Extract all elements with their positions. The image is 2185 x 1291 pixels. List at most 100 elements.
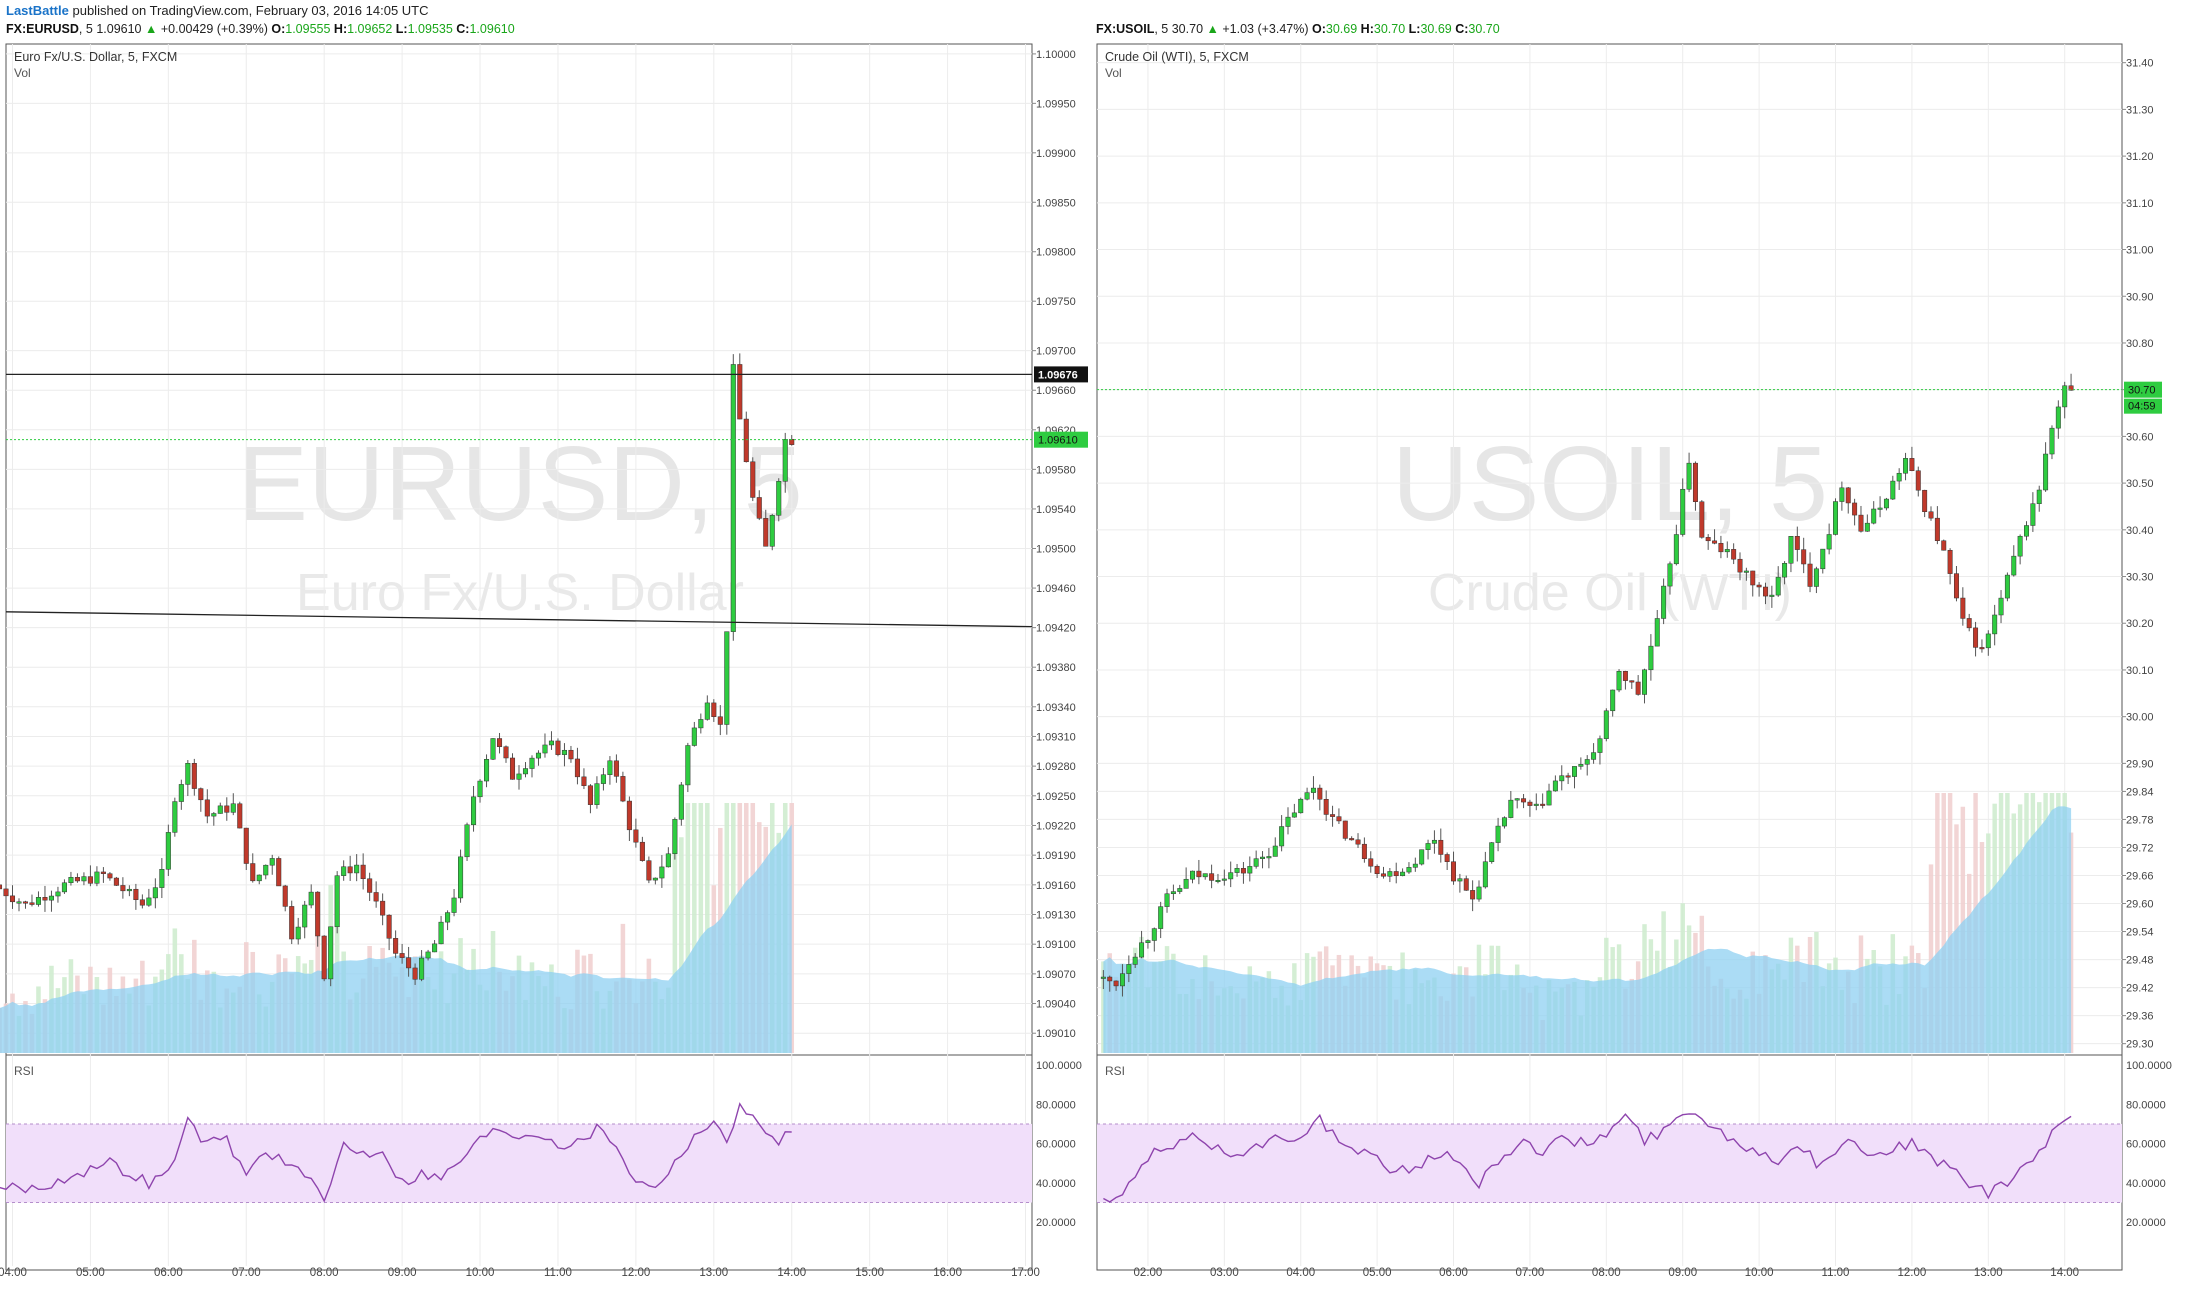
candle-body (685, 745, 691, 786)
rsi-axis-label: 60.0000 (2126, 1139, 2166, 1151)
volume-bar (1941, 793, 1946, 1053)
candle-body (1578, 764, 1584, 767)
rsi-axis-label: 20.0000 (2126, 1217, 2166, 1229)
time-axis-label: 17:00 (1011, 1267, 1040, 1279)
high-label: H: (1360, 22, 1374, 36)
rsi-axis-label: 80.0000 (2126, 1099, 2166, 1111)
candle-body (1992, 614, 1998, 635)
candle-body (1107, 976, 1113, 982)
candle-body (1909, 458, 1915, 471)
candle-body (620, 776, 626, 802)
price-axis-label: 29.78 (2126, 814, 2154, 826)
time-axis-label: 10:00 (466, 1267, 495, 1279)
time-axis-label: 06:00 (1439, 1267, 1468, 1279)
candle-body (1673, 534, 1679, 565)
time-axis-label: 07:00 (232, 1267, 261, 1279)
rsi-label: RSI (14, 1064, 34, 1078)
candle-body (555, 740, 561, 755)
candle-body (68, 877, 74, 884)
symbol-name[interactable]: FX:EURUSD (6, 22, 79, 36)
candle-body (1164, 893, 1170, 907)
candle-body (665, 853, 671, 868)
candle-body (360, 864, 366, 879)
price-axis-label: 1.09900 (1036, 148, 1076, 160)
candle-body (165, 832, 171, 870)
candle-body (1368, 858, 1374, 867)
candle-body (308, 891, 314, 906)
candle-body (1438, 839, 1444, 855)
watermark-name: Crude Oil (WTI) (1428, 564, 1792, 622)
candle-body (1718, 543, 1724, 553)
candle-body (1565, 775, 1571, 778)
high-value: 1.09652 (347, 22, 393, 36)
candle-body (1190, 870, 1195, 880)
candle-body (425, 951, 431, 959)
candle-body (1813, 568, 1819, 587)
time-axis-label: 14:00 (777, 1267, 806, 1279)
candle-body (1915, 470, 1921, 491)
candle-body (743, 418, 749, 463)
publish-info: LastBattle published on TradingView.com,… (6, 3, 429, 19)
time-axis-label: 15:00 (855, 1267, 884, 1279)
candle-body (328, 926, 334, 980)
price-axis-label: 1.09580 (1036, 464, 1076, 476)
published-text: published on TradingView.com, February 0… (72, 3, 429, 18)
symbol-header-usoil: FX:USOIL, 5 30.70 ▲ +1.03 (+3.47%) O:30.… (1096, 22, 1500, 36)
candle-body (587, 785, 593, 805)
candle-body (1839, 487, 1845, 502)
volume-bar (1935, 793, 1940, 1053)
candle-body (1559, 775, 1565, 782)
open-value: 1.09555 (285, 22, 331, 36)
horizontal-line-label: 1.09676 (1038, 369, 1078, 381)
time-axis-label: 08:00 (1592, 1267, 1621, 1279)
candle-body (1953, 573, 1959, 599)
candle-body (1712, 540, 1718, 544)
price-axis-label: 31.00 (2126, 245, 2154, 257)
candle-body (1775, 576, 1781, 596)
candle-body (1501, 817, 1507, 827)
panel-frame (1096, 43, 2123, 1271)
candle-body (367, 878, 373, 893)
price-axis-label: 1.09220 (1036, 820, 1076, 832)
candle-body (1374, 865, 1380, 874)
symbol-name[interactable]: FX:USOIL (1096, 22, 1155, 36)
author-link[interactable]: LastBattle (6, 3, 69, 18)
time-axis-label: 13:00 (699, 1267, 728, 1279)
time-axis-label: 04:00 (1286, 1267, 1315, 1279)
candle-body (1336, 816, 1342, 822)
price-axis-label: 30.00 (2126, 712, 2154, 724)
watermark-symbol: EURUSD, 5 (237, 425, 802, 543)
candle-body (1393, 871, 1399, 877)
candle-body (1648, 645, 1654, 671)
candle-body (1234, 868, 1240, 873)
candle-body (263, 864, 269, 876)
price-axis-label: 1.09340 (1036, 702, 1076, 714)
candle-body (1476, 886, 1482, 900)
rsi-axis-label: 100.0000 (1036, 1060, 1082, 1072)
last-price-label-bg (1034, 431, 1088, 448)
candle-body (1807, 563, 1813, 587)
candle-body (763, 518, 769, 547)
candle-body (113, 877, 119, 886)
rsi-axis-label: 60.0000 (1036, 1139, 1076, 1151)
candle-body (1158, 906, 1164, 929)
candle-body (42, 897, 48, 901)
candle-body (607, 760, 613, 775)
low-value: 1.09535 (407, 22, 453, 36)
candle-body (1788, 536, 1794, 564)
volume-label: Vol (1105, 66, 1122, 80)
candle-body (204, 799, 210, 817)
candle-body (1616, 670, 1622, 691)
candle-body (211, 813, 217, 817)
candle-body (756, 497, 762, 519)
candle-body (600, 774, 606, 784)
time-axis-label: 05:00 (1363, 1267, 1392, 1279)
time-axis-label: 12:00 (1898, 1267, 1927, 1279)
candle-body (1177, 888, 1183, 892)
rsi-band (6, 1123, 1032, 1203)
up-arrow-icon: ▲ (1206, 22, 1219, 36)
time-axis-label: 04:00 (0, 1267, 27, 1279)
candle-body (399, 953, 405, 958)
candle-body (1572, 766, 1577, 777)
